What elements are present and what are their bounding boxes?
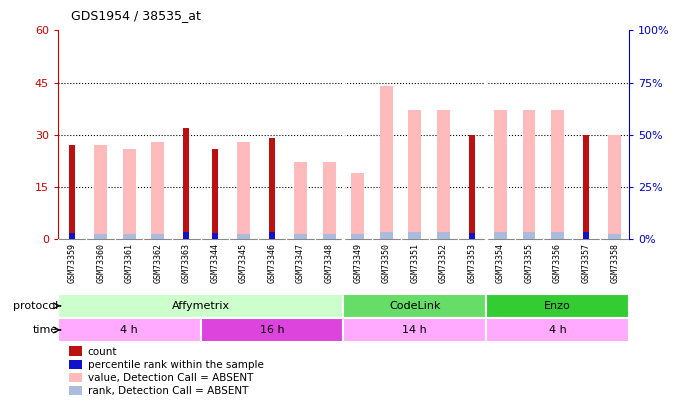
Text: GSM73359: GSM73359 [67,243,77,283]
Text: GDS1954 / 38535_at: GDS1954 / 38535_at [71,9,201,22]
Bar [69,232,75,239]
Bar [380,86,392,239]
Bar [469,232,475,239]
Text: 4 h: 4 h [120,325,138,335]
Text: 4 h: 4 h [549,325,566,335]
Bar [352,234,364,239]
Bar [523,110,535,239]
Text: GSM73355: GSM73355 [524,243,534,283]
Bar [152,234,164,239]
Bar [58,294,343,318]
Text: Affymetrix: Affymetrix [171,301,230,311]
Text: GSM73357: GSM73357 [581,243,591,283]
Bar [152,142,164,239]
Bar [69,386,82,395]
Text: GSM73351: GSM73351 [410,243,420,283]
Text: GSM73353: GSM73353 [467,243,477,283]
Bar [95,234,107,239]
Text: value, Detection Call = ABSENT: value, Detection Call = ABSENT [88,373,253,383]
Bar [486,294,629,318]
Text: GSM73356: GSM73356 [553,243,562,283]
Text: GSM73361: GSM73361 [124,243,134,283]
Bar [294,162,307,239]
Bar [123,149,135,239]
Bar [123,234,135,239]
Bar [437,232,449,239]
Text: GSM73347: GSM73347 [296,243,305,283]
Text: GSM73348: GSM73348 [324,243,334,283]
Bar [184,232,189,239]
Bar [69,373,82,382]
Bar [343,318,486,342]
Bar [69,346,82,356]
Bar [201,318,343,342]
Text: time: time [33,325,58,335]
Bar [269,232,275,239]
Bar [551,110,564,239]
Text: count: count [88,347,117,357]
Bar [184,128,189,239]
Text: Enzo: Enzo [544,301,571,311]
Bar [609,234,621,239]
Bar [494,110,507,239]
Bar [437,110,449,239]
Text: GSM73345: GSM73345 [239,243,248,283]
Text: GSM73363: GSM73363 [182,243,191,283]
Text: GSM73358: GSM73358 [610,243,619,283]
Bar [237,234,250,239]
Bar [486,318,629,342]
Bar [494,232,507,239]
Bar [583,232,589,239]
Bar [409,232,421,239]
Bar [609,134,621,239]
Bar [69,360,82,369]
Text: percentile rank within the sample: percentile rank within the sample [88,360,263,370]
Text: GSM73360: GSM73360 [96,243,105,283]
Bar [323,162,335,239]
Bar [343,294,486,318]
Bar [294,234,307,239]
Bar [380,232,392,239]
Text: GSM73352: GSM73352 [439,243,448,283]
Bar [409,110,421,239]
Text: CodeLink: CodeLink [389,301,441,311]
Text: GSM73349: GSM73349 [353,243,362,283]
Text: rank, Detection Call = ABSENT: rank, Detection Call = ABSENT [88,386,248,396]
Text: GSM73346: GSM73346 [267,243,277,283]
Bar [323,234,335,239]
Text: 16 h: 16 h [260,325,284,335]
Text: GSM73344: GSM73344 [210,243,220,283]
Bar [551,232,564,239]
Bar [469,134,475,239]
Bar [269,138,275,239]
Bar [352,173,364,239]
Text: GSM73362: GSM73362 [153,243,163,283]
Text: 14 h: 14 h [403,325,427,335]
Bar [523,232,535,239]
Bar [58,318,201,342]
Text: protocol: protocol [12,301,58,311]
Bar [212,149,218,239]
Bar [237,142,250,239]
Bar [212,232,218,239]
Text: GSM73354: GSM73354 [496,243,505,283]
Bar [95,145,107,239]
Text: GSM73350: GSM73350 [381,243,391,283]
Bar [583,134,589,239]
Bar [69,145,75,239]
